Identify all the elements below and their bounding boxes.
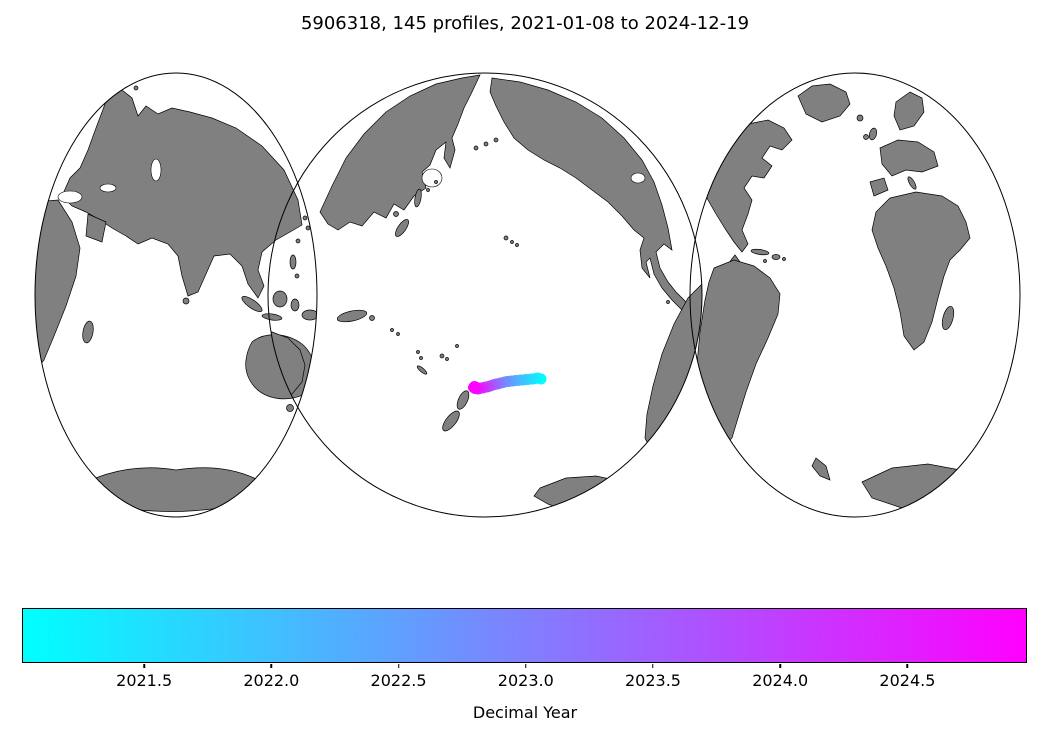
antarctica-left <box>85 467 263 512</box>
colorbar-tick-mark <box>143 664 145 668</box>
trajectory-layer <box>468 372 547 395</box>
vanuatu <box>419 356 423 360</box>
colorbar-tick-label: 2023.5 <box>624 671 681 690</box>
solomon-island <box>390 328 394 332</box>
landmass-africa <box>871 191 971 351</box>
madagascar <box>82 320 94 344</box>
colorbar-tick-mark <box>906 664 909 668</box>
colorbar-ticks: 2021.5 2022.0 2022.5 2023.0 2023.5 2024.0 2024… <box>22 664 1027 700</box>
sri-lanka <box>182 297 190 305</box>
new-guinea <box>336 309 368 323</box>
sumatra <box>241 296 263 312</box>
fiji <box>439 353 445 359</box>
arctic-island <box>133 85 139 91</box>
sea-of-okhotsk <box>421 168 443 188</box>
lobe-outlines <box>34 72 1021 518</box>
borneo <box>272 290 288 308</box>
lobe-outline-right <box>689 72 1021 518</box>
black-sea <box>99 183 117 193</box>
philippines <box>289 254 297 270</box>
ocean-lobe-right <box>690 73 1020 517</box>
japan-edge-2 <box>305 225 311 231</box>
landmass-africa-edge <box>35 199 81 373</box>
colorbar-tick-label: 2022.5 <box>370 671 427 690</box>
colorbar-tick-mark <box>525 664 527 668</box>
galapagos <box>666 300 670 304</box>
greenland <box>797 83 851 123</box>
landmass-northeast-asia <box>319 74 481 231</box>
antarctic-peninsula <box>811 457 831 481</box>
taiwan <box>295 238 301 244</box>
lobe-outline-middle <box>267 72 703 518</box>
continents-left-lobe <box>35 83 317 512</box>
great-britain <box>868 127 878 141</box>
java <box>261 313 283 321</box>
solomon-island <box>396 332 400 336</box>
arctic-island <box>789 81 795 87</box>
colorbar-tick-mark <box>652 664 654 668</box>
colorbar-tick-label: 2024.5 <box>879 671 936 690</box>
samoa <box>455 344 459 348</box>
figure-title: 5906318, 145 profiles, 2021-01-08 to 202… <box>300 13 750 34</box>
new-guinea-west <box>301 309 317 321</box>
colorbar-tick-label: 2024.0 <box>752 671 809 690</box>
colorbar-tick-label: 2023.0 <box>497 671 554 690</box>
hawaii <box>515 243 519 247</box>
caspian-sea <box>150 158 162 182</box>
sakhalin <box>414 188 422 208</box>
colorbar-tick-mark <box>397 664 400 668</box>
puerto-rico <box>782 257 786 261</box>
europe-mainland <box>879 139 939 177</box>
landmass-south-america <box>696 259 781 449</box>
hawaii <box>510 240 514 244</box>
colorbar <box>22 608 1027 663</box>
mediterranean-sea <box>57 190 83 204</box>
profile-point <box>469 381 480 392</box>
aleutian-island <box>483 141 489 147</box>
new-zealand-north-island <box>456 390 470 410</box>
lobe-outline-left <box>34 72 318 518</box>
hispaniola <box>771 254 781 260</box>
colorbar-tick-label: 2021.5 <box>116 671 173 690</box>
fiji <box>445 357 449 361</box>
cuba <box>750 248 770 256</box>
ireland <box>863 134 869 140</box>
aleutian-island <box>473 145 479 151</box>
hokkaido <box>393 211 399 217</box>
new-caledonia <box>416 365 428 375</box>
tasmania <box>286 404 294 412</box>
japan <box>395 219 409 237</box>
jamaica <box>763 259 767 263</box>
mindanao <box>294 273 300 279</box>
colorbar-tick-label: 2022.0 <box>243 671 300 690</box>
new-britain <box>369 315 375 321</box>
scandinavia <box>893 91 925 131</box>
arctic-island <box>777 85 783 91</box>
arctic-island <box>117 83 123 89</box>
iceland <box>856 114 864 122</box>
italy <box>907 176 917 190</box>
sulawesi <box>290 298 300 312</box>
landmass-eurasia <box>61 89 303 299</box>
world-map <box>34 72 1021 518</box>
landmass-north-america-west <box>489 77 691 311</box>
aleutian-island <box>493 137 499 143</box>
kuril-island <box>434 180 438 184</box>
hawaii <box>503 235 509 241</box>
iberia <box>869 177 889 197</box>
kuril-island <box>426 188 430 192</box>
japan-edge <box>302 215 308 221</box>
colorbar-tick-mark <box>779 664 781 668</box>
colorbar-axis-label: Decimal Year <box>472 703 578 722</box>
ocean-lobe-middle <box>268 73 702 517</box>
madagascar-right <box>941 305 955 331</box>
arctic-island <box>100 86 106 92</box>
hudson-bay <box>630 172 646 184</box>
new-zealand-south-island <box>442 410 460 432</box>
landmass-arabia <box>85 213 107 243</box>
vanuatu <box>416 350 420 354</box>
colorbar-tick-mark <box>270 664 273 668</box>
